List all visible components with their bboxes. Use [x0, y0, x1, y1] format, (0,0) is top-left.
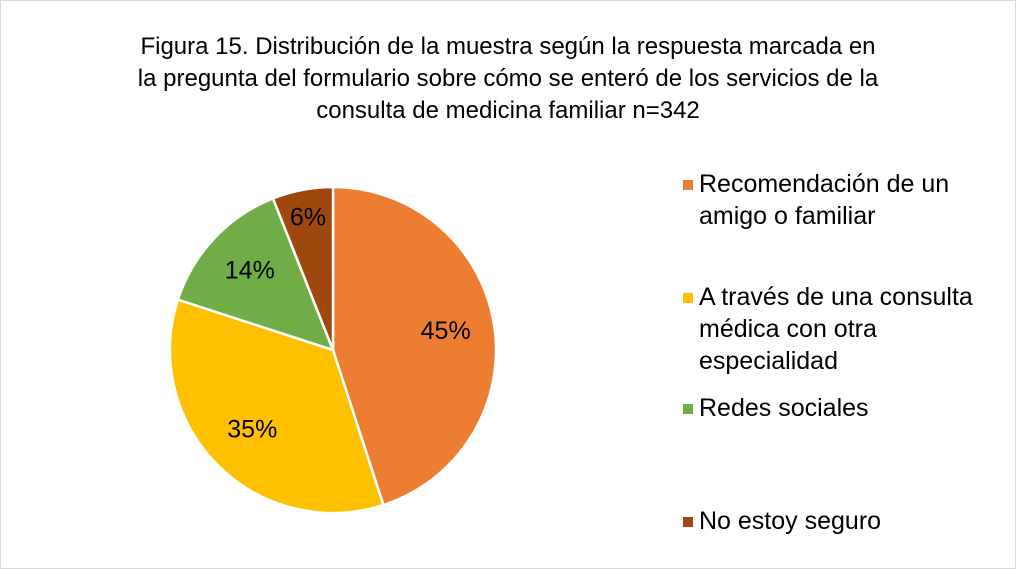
- legend-swatch: [683, 517, 693, 527]
- data-label: 6%: [290, 203, 326, 231]
- legend-swatch: [683, 180, 693, 190]
- data-label: 45%: [421, 317, 471, 345]
- chart-title: Figura 15. Distribución de la muestra se…: [137, 33, 879, 124]
- data-label: 14%: [225, 257, 275, 285]
- legend-swatch: [683, 293, 693, 303]
- legend-label: A través de una consulta médica con otra…: [699, 283, 973, 375]
- pie-slice: [331, 185, 498, 507]
- data-label: 35%: [227, 415, 277, 443]
- pie-slice: [271, 185, 335, 351]
- pie-slice: [168, 298, 385, 515]
- legend-swatch: [683, 404, 693, 414]
- legend-label: Recomendación de un amigo o familiar: [699, 170, 950, 230]
- legend-label: Redes sociales: [699, 394, 869, 422]
- legend-label: No estoy seguro: [699, 507, 882, 535]
- pie-slice: [176, 196, 336, 353]
